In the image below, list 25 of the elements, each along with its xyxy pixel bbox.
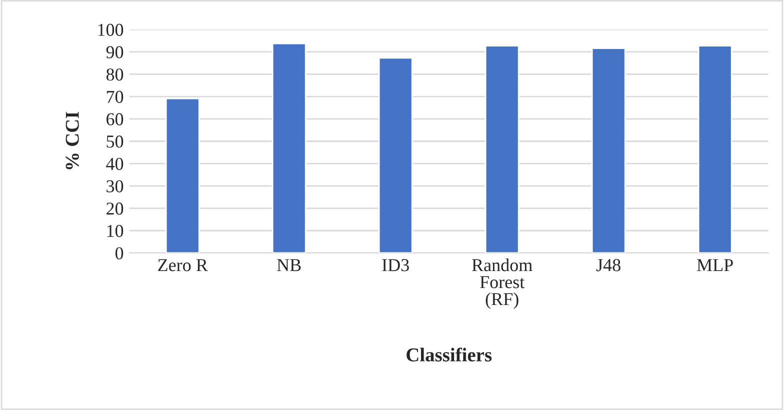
x-axis-title: Classifiers <box>406 348 492 362</box>
x-tick-label: Random Forest (RF) <box>472 258 532 309</box>
y-tick-label: 20 <box>106 202 124 215</box>
x-tick-label: MLP <box>697 259 733 272</box>
bar <box>698 45 732 253</box>
y-tick-label: 40 <box>106 158 124 170</box>
y-tick-label: 50 <box>106 136 124 148</box>
y-tick-label: 0 <box>115 247 124 260</box>
x-tick-label: J48 <box>596 259 620 272</box>
bar <box>484 45 520 253</box>
y-tick-label: 80 <box>106 68 124 81</box>
bar <box>378 57 413 253</box>
x-tick-label: ID3 <box>382 259 409 272</box>
y-tick-label: 60 <box>106 113 124 126</box>
y-tick-label: 100 <box>98 24 124 36</box>
bar <box>272 42 306 253</box>
bar <box>591 48 626 253</box>
bar <box>165 98 200 253</box>
y-axis-title: % CCI <box>66 112 79 170</box>
y-tick-label: 90 <box>106 46 124 58</box>
x-tick-label: Zero R <box>158 259 208 272</box>
y-tick-label: 30 <box>106 180 124 192</box>
x-tick-label: NB <box>277 259 301 272</box>
y-tick-label: 10 <box>107 224 124 238</box>
y-tick-label: 70 <box>106 90 124 103</box>
